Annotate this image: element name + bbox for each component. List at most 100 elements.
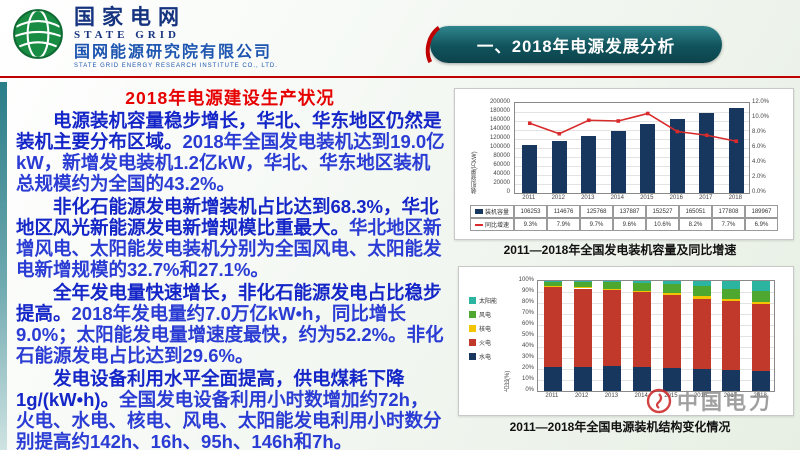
y-tick-label: 30% (521, 353, 534, 360)
chart2-canvas: 0% 10% 20% 30% 40% 50% 60% 70% 80% 90% 100% 占比(%) 太阳… (467, 274, 779, 406)
table-cell: 177808 (712, 205, 745, 218)
y-tick-label: 80000 (493, 152, 510, 159)
bar-segment (722, 299, 741, 302)
grid-line (538, 303, 774, 304)
org-name-en: STATE GRID ENERGY RESEARCH INSTITUTE CO.… (74, 63, 278, 69)
growth-line (527, 111, 739, 144)
bar-segment (603, 366, 622, 391)
org-block: 国网能源研究院有限公司 STATE GRID ENERGY RESEARCH I… (74, 44, 278, 70)
y-tick-label: 50% (521, 331, 534, 338)
bar-segment (692, 368, 711, 391)
legend-item: 太阳能 (469, 296, 497, 305)
paragraph-4: 发电设备利用水平全面提高，供电煤耗下降1g/(kW•h)。全国发电设备利用小时数… (16, 368, 446, 450)
bar-segment (633, 281, 652, 284)
legend-swatch (469, 311, 476, 318)
x-tick-label: 2012 (551, 195, 565, 201)
grid-line (538, 347, 774, 348)
capacity-bar (728, 107, 744, 193)
y-tick-label: 70% (521, 309, 534, 316)
watermark: 中国电力 (646, 386, 773, 416)
bar-segment (722, 369, 741, 391)
capacity-bar (551, 141, 567, 193)
legend-label: 太阳能 (479, 299, 498, 305)
grid-line (538, 292, 774, 293)
bar-segment (692, 281, 711, 287)
legend-swatch (469, 353, 476, 360)
x-tick-label: 2011 (522, 195, 536, 201)
legend-item: 风电 (469, 310, 491, 319)
y-tick-label: 0 (506, 188, 510, 195)
grid-line (515, 148, 749, 149)
grid-line (515, 121, 749, 122)
x-tick-label: 2014 (634, 393, 648, 399)
legend-item: 水电 (469, 352, 491, 361)
legend-label: 火电 (479, 341, 492, 347)
chart1-plot (514, 102, 750, 194)
y2-tick-label: 2.0% (752, 173, 766, 180)
legend-swatch (469, 325, 476, 332)
body-text: 电源装机容量稳步增长，华北、华东地区仍然是装机主要分布区域。2018年全国发电装… (16, 110, 446, 450)
table-cell: 137887 (613, 205, 646, 218)
grid-line (538, 358, 774, 359)
x-tick-label: 2013 (581, 195, 595, 201)
y-tick-label: 200000 (489, 98, 510, 105)
legend-label: 风电 (479, 313, 492, 319)
table-cell: 8.2% (679, 218, 712, 231)
brand-name-en: STATE GRID (74, 29, 180, 41)
legend-swatch (469, 297, 476, 304)
grid-line (538, 380, 774, 381)
y2-tick-label: 12.0% (752, 98, 770, 105)
bar-segment (752, 281, 771, 292)
grid-line (515, 130, 749, 131)
paragraph-1-body: 2018年全国发电装机达到19.0亿kW，新增发电装机1.2亿kW，华北、华东地… (16, 131, 445, 194)
capacity-bar (610, 130, 626, 193)
y-tick-label: 120000 (489, 134, 510, 141)
grid-line (515, 184, 749, 185)
brand-block: 国家电网 STATE GRID (74, 6, 186, 42)
bar-segment (573, 287, 592, 289)
y-tick-label: 180000 (489, 107, 510, 114)
bar-segment (543, 285, 562, 288)
table-cell: 9.3% (514, 218, 547, 231)
y2-tick-label: 6.0% (752, 143, 766, 150)
bar-segment (633, 366, 652, 391)
bar-segment (692, 296, 711, 299)
table-cell: 6.9% (745, 218, 778, 231)
chart-capacity-structure: 0% 10% 20% 30% 40% 50% 60% 70% 80% 90% 100% 占比(%) 太阳… (458, 266, 794, 416)
capacity-bar (581, 136, 597, 193)
grid-line (515, 139, 749, 140)
bar-segment (752, 304, 771, 371)
y-axis-title: 装机容量(万kW) (472, 151, 478, 194)
bar-segment (573, 281, 592, 288)
legend-label: 核电 (479, 327, 492, 333)
table-cell: 9.6% (613, 218, 646, 231)
section-title-banner: 一、2018年电源发展分析 (420, 17, 722, 79)
paragraph-2-body: 华北地区新增风电、太阳能发电装机分别为全国风电、太阳能发电新增规模的32.7%和… (16, 217, 442, 280)
grid-line (538, 325, 774, 326)
table-row-header: 同比增速 (470, 218, 514, 231)
y-tick-label: 80% (521, 298, 534, 305)
chart2-caption: 2011—2018年全国电源装机结构变化情况 (509, 420, 731, 434)
china-power-logo-icon (646, 388, 672, 414)
capacity-bar (522, 145, 538, 193)
bar-segment (722, 301, 741, 370)
y-tick-label: 40% (521, 342, 534, 349)
grid-line (515, 112, 749, 113)
paragraph-2-lead: 非化石能源发电新增装机占比达到68.3%，华北地区风光新能源发电新增规模比重最大… (16, 196, 439, 238)
bar-segment (603, 281, 622, 283)
x-tick-label: 2016 (669, 195, 683, 201)
bar-segment (633, 290, 652, 293)
bar-segment (662, 281, 681, 284)
x-tick-label: 2018 (728, 195, 742, 201)
paragraph-2: 非化石能源发电新增装机占比达到68.3%，华北地区风光新能源发电新增规模比重最大… (16, 196, 446, 280)
x-tick-label: 2015 (640, 195, 654, 201)
y-tick-label: 60% (521, 320, 534, 327)
y2-tick-label: 8.0% (752, 128, 766, 135)
table-cell: 7.9% (547, 218, 580, 231)
bar-segment (722, 289, 741, 300)
bar-segment (692, 298, 711, 369)
table-cell: 106253 (514, 205, 547, 218)
banner-red-swoosh (420, 17, 474, 79)
bar-segment (662, 295, 681, 368)
